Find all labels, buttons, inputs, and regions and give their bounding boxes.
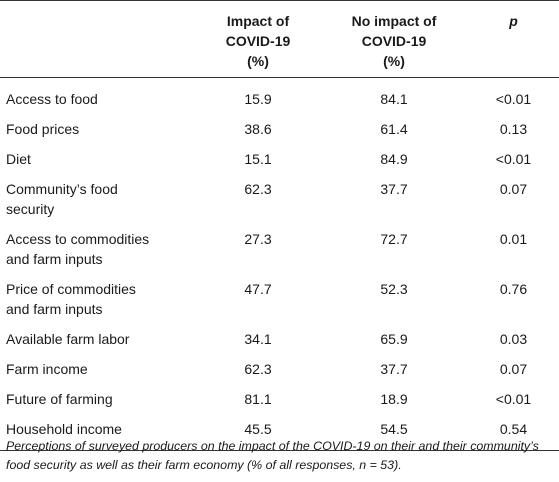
table-row: Price of commodities and farm inputs 47.7 5… (0, 273, 559, 323)
row-label-line: Price of commodities (6, 281, 136, 297)
row-label: Household income (0, 413, 196, 451)
no-impact-value: 72.7 (380, 231, 408, 247)
impact-value: 38.6 (244, 121, 272, 137)
covid-impact-table: Impact of COVID-19 (%) No impact of COVI… (0, 0, 559, 451)
header-label (0, 1, 196, 78)
row-label-line: Future of farming (6, 391, 113, 407)
header-no-impact-line: (%) (383, 53, 405, 69)
p-value: 0.76 (499, 281, 528, 297)
row-label: Diet (0, 143, 196, 173)
table-row: Community’s food security 62.3 37.7 0.07 (0, 173, 559, 223)
no-impact-value: 61.4 (380, 121, 408, 137)
impact-value: 15.1 (244, 151, 272, 167)
row-label-line: and farm inputs (6, 251, 103, 267)
table-caption: Perceptions of surveyed producers on the… (6, 439, 539, 472)
table-row: Access to commodities and farm inputs 27.3… (0, 223, 559, 273)
row-label-line: Food prices (6, 121, 80, 137)
impact-value: 27.3 (244, 231, 272, 247)
table-row: Food prices 38.6 61.4 0.13 (0, 113, 559, 143)
header-row: Impact of COVID-19 (%) No impact of COVI… (0, 0, 559, 78)
p-value: 0.07 (499, 361, 528, 377)
row-label: Available farm labor (0, 323, 196, 353)
header-impact-line: COVID-19 (225, 33, 291, 49)
impact-value: 15.9 (244, 91, 272, 107)
header-impact-line: Impact of (226, 13, 290, 29)
row-label-line: and farm inputs (6, 301, 103, 317)
row-label-line: Available farm labor (6, 331, 130, 347)
row-label: Community’s food security (0, 173, 196, 223)
table-header: Impact of COVID-19 (%) No impact of COVI… (0, 0, 559, 78)
row-label: Food prices (0, 113, 196, 143)
row-label: Price of commodities and farm inputs (0, 273, 196, 323)
no-impact-value: 65.9 (380, 331, 408, 347)
row-label-line: Community’s food (6, 181, 118, 197)
p-value: <0.01 (495, 391, 532, 407)
no-impact-value: 54.5 (380, 421, 408, 437)
p-value: <0.01 (495, 91, 532, 107)
no-impact-value: 84.1 (380, 91, 408, 107)
row-label: Access to food (0, 78, 196, 114)
header-no-impact: No impact of COVID-19 (%) (320, 1, 468, 78)
table-body: Access to food 15.9 84.1 <0.01 Food prices 38… (0, 78, 559, 451)
p-value: 0.07 (499, 181, 528, 197)
row-label: Farm income (0, 353, 196, 383)
row-label-line: security (6, 201, 55, 217)
table-row: Diet 15.1 84.9 <0.01 (0, 143, 559, 173)
impact-value: 62.3 (244, 181, 272, 197)
row-label: Access to commodities and farm inputs (0, 223, 196, 273)
p-value: 0.01 (499, 231, 528, 247)
impact-value: 34.1 (244, 331, 272, 347)
header-impact: Impact of COVID-19 (%) (196, 1, 320, 78)
table-row: Household income 45.5 54.5 0.54 (0, 413, 559, 451)
header-impact-line: (%) (247, 53, 269, 69)
no-impact-value: 52.3 (380, 281, 408, 297)
table-row: Farm income 62.3 37.7 0.07 (0, 353, 559, 383)
p-value: <0.01 (495, 151, 532, 167)
no-impact-value: 37.7 (380, 361, 408, 377)
header-no-impact-line: No impact of (351, 13, 437, 29)
table-row: Future of farming 81.1 18.9 <0.01 (0, 383, 559, 413)
impact-value: 45.5 (244, 421, 272, 437)
row-label-line: Farm income (6, 361, 88, 377)
survey-table-container: Impact of COVID-19 (%) No impact of COVI… (0, 0, 559, 451)
p-value: 0.54 (499, 421, 528, 437)
p-value: 0.13 (499, 121, 528, 137)
impact-value: 62.3 (244, 361, 272, 377)
header-p-value: p (509, 13, 518, 29)
impact-value: 81.1 (244, 391, 272, 407)
table-row: Access to food 15.9 84.1 <0.01 (0, 78, 559, 114)
no-impact-value: 18.9 (380, 391, 408, 407)
row-label-line: Diet (6, 151, 31, 167)
table-row: Available farm labor 34.1 65.9 0.03 (0, 323, 559, 353)
row-label-line: Access to commodities (6, 231, 150, 247)
header-no-impact-line: COVID-19 (361, 33, 427, 49)
p-value: 0.03 (499, 331, 528, 347)
impact-value: 47.7 (244, 281, 272, 297)
row-label-line: Household income (6, 421, 122, 437)
row-label-line: Access to food (6, 91, 98, 107)
no-impact-value: 84.9 (380, 151, 408, 167)
row-label: Future of farming (0, 383, 196, 413)
no-impact-value: 37.7 (380, 181, 408, 197)
